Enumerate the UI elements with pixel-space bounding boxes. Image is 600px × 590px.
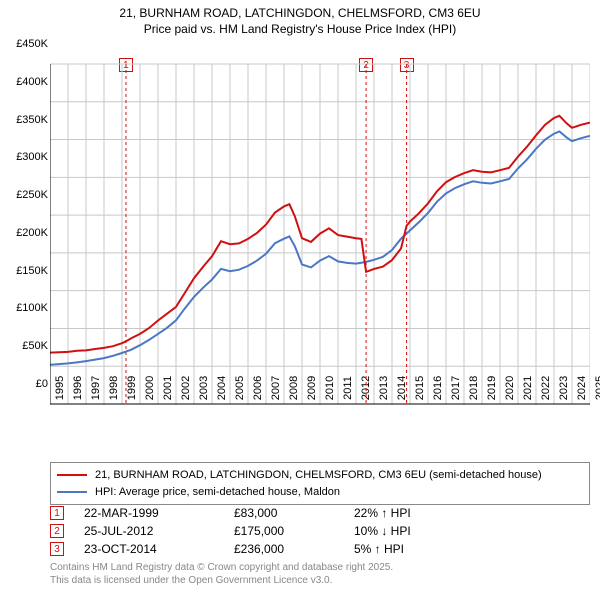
sale-marker-icon: 2 <box>50 524 64 538</box>
y-tick-label: £300K <box>16 151 48 163</box>
legend-swatch <box>57 474 87 476</box>
y-tick-label: £100K <box>16 302 48 314</box>
footer-line: Contains HM Land Registry data © Crown c… <box>50 562 393 575</box>
sale-delta: 22% ↑ HPI <box>354 506 474 520</box>
sale-delta: 5% ↑ HPI <box>354 542 474 556</box>
sale-marker-icon: 3 <box>50 542 64 556</box>
table-row: 3 23-OCT-2014 £236,000 5% ↑ HPI <box>50 540 590 558</box>
sales-table: 1 22-MAR-1999 £83,000 22% ↑ HPI 2 25-JUL… <box>50 504 590 558</box>
sale-date: 23-OCT-2014 <box>84 542 234 556</box>
y-tick-label: £0 <box>36 378 48 390</box>
legend-row: HPI: Average price, semi-detached house,… <box>57 484 583 501</box>
footer-line: This data is licensed under the Open Gov… <box>50 575 393 588</box>
y-tick-label: £150K <box>16 265 48 277</box>
y-tick-label: £350K <box>16 114 48 126</box>
legend-swatch <box>57 491 87 493</box>
title-line-2: Price paid vs. HM Land Registry's House … <box>0 22 600 38</box>
legend-label: HPI: Average price, semi-detached house,… <box>95 484 340 501</box>
chart-title: 21, BURNHAM ROAD, LATCHINGDON, CHELMSFOR… <box>0 0 600 37</box>
x-tick-label: 2025 <box>594 376 600 400</box>
y-tick-label: £400K <box>16 76 48 88</box>
chart-svg <box>50 44 590 424</box>
table-row: 1 22-MAR-1999 £83,000 22% ↑ HPI <box>50 504 590 522</box>
sale-delta: 10% ↓ HPI <box>354 524 474 538</box>
sale-date: 25-JUL-2012 <box>84 524 234 538</box>
y-tick-label: £50K <box>22 340 48 352</box>
legend: 21, BURNHAM ROAD, LATCHINGDON, CHELMSFOR… <box>50 462 590 505</box>
chart-plot-area <box>50 44 590 424</box>
sale-date: 22-MAR-1999 <box>84 506 234 520</box>
sale-marker-icon: 1 <box>50 506 64 520</box>
footer-attribution: Contains HM Land Registry data © Crown c… <box>50 562 393 587</box>
chart-container: 21, BURNHAM ROAD, LATCHINGDON, CHELMSFOR… <box>0 0 600 590</box>
sale-price: £175,000 <box>234 524 354 538</box>
title-line-1: 21, BURNHAM ROAD, LATCHINGDON, CHELMSFOR… <box>0 6 600 22</box>
table-row: 2 25-JUL-2012 £175,000 10% ↓ HPI <box>50 522 590 540</box>
y-tick-label: £450K <box>16 38 48 50</box>
legend-label: 21, BURNHAM ROAD, LATCHINGDON, CHELMSFOR… <box>95 467 542 484</box>
legend-row: 21, BURNHAM ROAD, LATCHINGDON, CHELMSFOR… <box>57 467 583 484</box>
sale-price: £83,000 <box>234 506 354 520</box>
y-tick-label: £250K <box>16 189 48 201</box>
sale-price: £236,000 <box>234 542 354 556</box>
y-tick-label: £200K <box>16 227 48 239</box>
